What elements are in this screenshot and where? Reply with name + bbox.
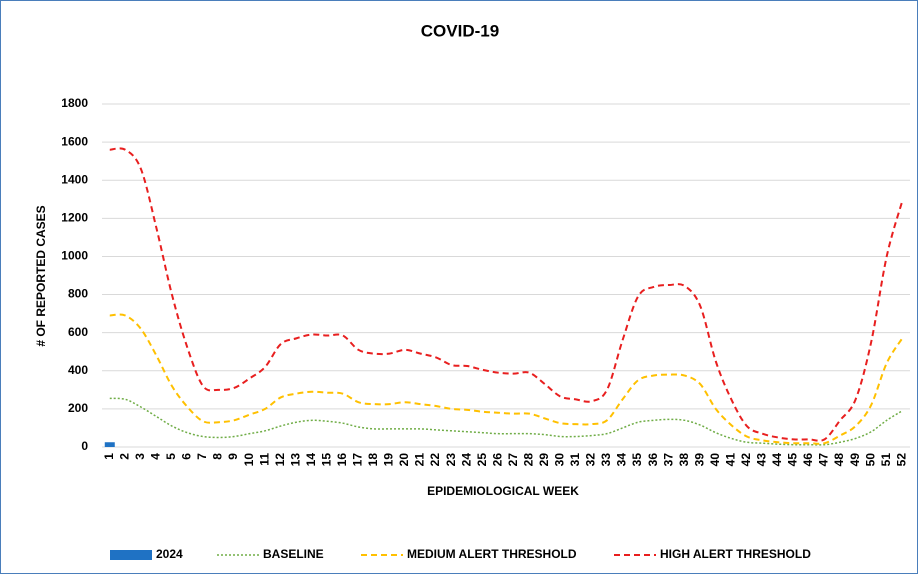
y-tick-label: 1000 [61, 249, 88, 263]
y-tick-label: 0 [81, 439, 88, 453]
x-tick-label: 47 [817, 453, 831, 467]
x-axis-label: EPIDEMIOLOGICAL WEEK [427, 484, 579, 498]
y-tick-label: 200 [68, 401, 88, 415]
x-tick-label: 2 [117, 453, 131, 460]
x-tick-label: 19 [382, 453, 396, 467]
y-axis-label: # OF REPORTED CASES [34, 205, 48, 346]
legend-label: BASELINE [263, 547, 324, 561]
x-tick-label: 43 [755, 453, 769, 467]
x-tick-label: 31 [568, 453, 582, 467]
x-tick-label: 38 [677, 453, 691, 467]
x-tick-label: 42 [739, 453, 753, 467]
x-tick-label: 1 [102, 453, 116, 460]
x-tick-label: 25 [475, 453, 489, 467]
x-tick-label: 46 [801, 453, 815, 467]
x-tick-label: 26 [490, 453, 504, 467]
x-tick-label: 21 [413, 453, 427, 467]
x-tick-label: 13 [288, 453, 302, 467]
x-tick-label: 3 [133, 453, 147, 460]
x-tick-label: 7 [195, 453, 209, 460]
x-tick-label: 27 [506, 453, 520, 467]
x-tick-label: 6 [180, 453, 194, 460]
x-tick-label: 45 [786, 453, 800, 467]
x-tick-label: 32 [584, 453, 598, 467]
x-tick-label: 41 [723, 453, 737, 467]
x-tick-label: 40 [708, 453, 722, 467]
x-tick-label: 48 [832, 453, 846, 467]
x-tick-label: 34 [615, 453, 629, 467]
x-tick-label: 28 [521, 453, 535, 467]
x-tick-label: 22 [428, 453, 442, 467]
y-tick-label: 600 [68, 325, 88, 339]
line-series [109, 147, 904, 442]
legend-label: HIGH ALERT THRESHOLD [660, 547, 811, 561]
x-tick-label: 44 [770, 453, 784, 467]
x-tick-label: 50 [863, 453, 877, 467]
x-tick-label: 15 [319, 453, 333, 467]
x-tick-label: 23 [444, 453, 458, 467]
y-tick-label: 400 [68, 363, 88, 377]
x-tick-label: 5 [164, 453, 178, 460]
x-tick-label: 20 [397, 453, 411, 467]
legend-label: 2024 [156, 547, 183, 561]
chart-title: COVID-19 [421, 21, 499, 40]
x-tick-label: 11 [257, 453, 271, 466]
legend-label: MEDIUM ALERT THRESHOLD [407, 547, 577, 561]
x-tick-label: 52 [894, 453, 908, 467]
bar [104, 442, 115, 447]
x-tick-label: 29 [537, 453, 551, 467]
y-tick-label: 1800 [61, 96, 88, 110]
line-series [109, 397, 903, 446]
x-tick-label: 24 [459, 453, 473, 467]
legend-swatch [110, 550, 152, 560]
x-tick-label: 30 [553, 453, 567, 467]
x-tick-label: 16 [335, 453, 349, 467]
x-tick-label: 39 [692, 453, 706, 467]
x-tick-label: 14 [304, 453, 318, 467]
x-tick-label: 36 [646, 453, 660, 467]
y-tick-label: 1400 [61, 172, 88, 186]
x-tick-label: 9 [226, 453, 240, 460]
x-tick-label: 33 [599, 453, 613, 467]
x-tick-label: 37 [661, 453, 675, 467]
x-tick-label: 17 [351, 453, 365, 467]
x-tick-label: 35 [630, 453, 644, 467]
x-tick-label: 12 [273, 453, 287, 467]
y-tick-label: 1600 [61, 134, 88, 148]
x-tick-label: 49 [848, 453, 862, 467]
x-tick-label: 10 [242, 453, 256, 467]
x-tick-label: 18 [366, 453, 380, 467]
line-series [109, 313, 904, 445]
x-tick-label: 8 [211, 453, 225, 460]
y-tick-label: 1200 [61, 211, 88, 225]
x-tick-label: 51 [879, 453, 893, 467]
x-tick-label: 4 [149, 453, 163, 460]
y-tick-label: 800 [68, 287, 88, 301]
